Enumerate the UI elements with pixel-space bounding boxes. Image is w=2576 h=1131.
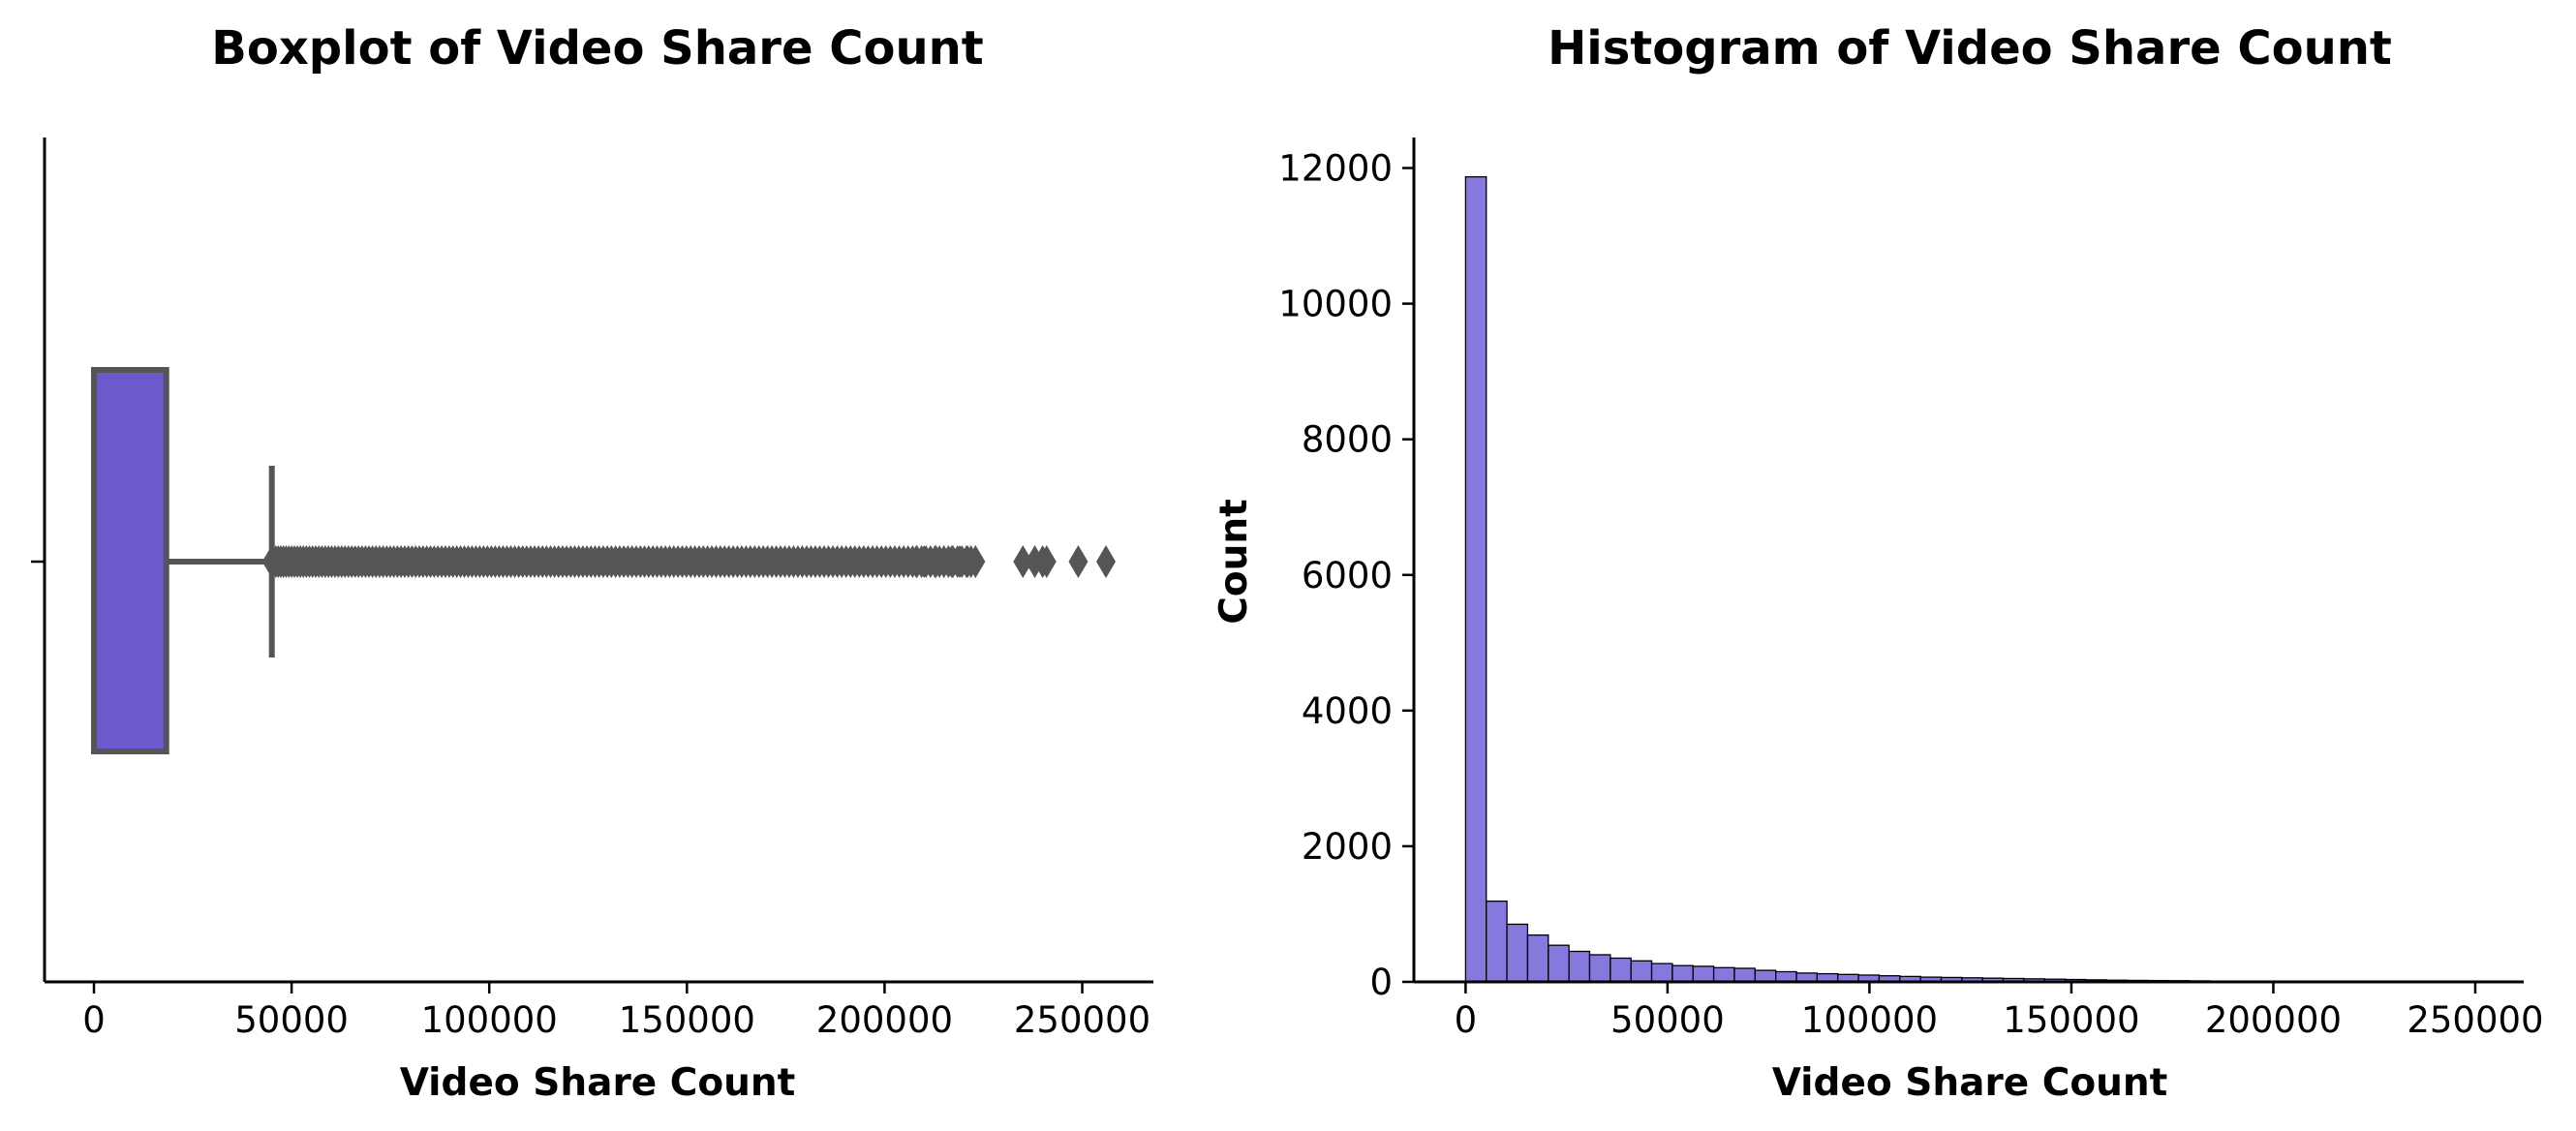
boxplot-x-ticks: 0 50000 100000 150000 200000 250000 xyxy=(82,982,1150,1041)
histogram-y-tick-label: 8000 xyxy=(1302,419,1393,461)
boxplot-x-tick-label: 150000 xyxy=(619,999,755,1041)
boxplot-x-label: Video Share Count xyxy=(400,1061,796,1105)
boxplot-box xyxy=(91,367,169,754)
histogram-panel: Histogram of Video Share Count 0 2000 4000… xyxy=(1212,21,2544,1105)
boxplot-x-tick-label: 200000 xyxy=(816,999,953,1041)
boxplot-outlier-point xyxy=(1013,545,1033,578)
histogram-x-tick-label: 150000 xyxy=(2003,999,2139,1041)
histogram-x-tick-label: 100000 xyxy=(1801,999,1938,1041)
histogram-x-tick-label: 250000 xyxy=(2407,999,2543,1041)
histogram-bar xyxy=(1568,950,1591,983)
histogram-x-tick-label: 0 xyxy=(1455,999,1478,1041)
histogram-y-label: Count xyxy=(1212,499,1256,625)
histogram-y-tick-label: 4000 xyxy=(1302,690,1393,732)
histogram-x-tick-label: 200000 xyxy=(2205,999,2342,1041)
boxplot-x-tick-label: 0 xyxy=(82,999,106,1041)
boxplot-x-tick-label: 50000 xyxy=(234,999,349,1041)
boxplot-marks xyxy=(91,367,275,754)
histogram-y-tick-label: 2000 xyxy=(1302,826,1393,868)
histogram-y-tick-label: 10000 xyxy=(1278,284,1393,325)
histogram-title: Histogram of Video Share Count xyxy=(1548,21,2392,76)
histogram-bar xyxy=(1671,964,1694,983)
boxplot-outlier-point xyxy=(966,545,986,578)
boxplot-outlier-point xyxy=(1096,545,1117,578)
boxplot-title: Boxplot of Video Share Count xyxy=(211,21,983,76)
boxplot-panel: Boxplot of Video Share Count 0 50000 10000… xyxy=(31,21,1153,1105)
histogram-bar xyxy=(1506,923,1529,983)
histogram-bar xyxy=(1630,960,1653,983)
histogram-y-tick-label: 12000 xyxy=(1278,148,1393,190)
histogram-x-tick-label: 50000 xyxy=(1610,999,1725,1041)
boxplot-outliers xyxy=(261,545,1117,578)
boxplot-x-tick-label: 100000 xyxy=(421,999,558,1041)
histogram-bar xyxy=(1464,175,1487,983)
histogram-bar xyxy=(1692,965,1715,983)
boxplot-outlier-point xyxy=(1068,545,1089,578)
boxplot-outlier-point xyxy=(914,545,935,578)
histogram-y-tick-label: 6000 xyxy=(1302,555,1393,596)
histogram-bar xyxy=(1548,944,1570,983)
histogram-y-tick-label: 0 xyxy=(1369,962,1393,1003)
histogram-bar xyxy=(1650,963,1673,983)
boxplot-outlier-point xyxy=(1036,545,1057,578)
histogram-bar xyxy=(1733,967,1756,983)
histogram-y-ticks: 0 2000 4000 6000 8000 10000 12000 xyxy=(1278,148,1414,1003)
histogram-x-ticks: 0 50000 100000 150000 200000 250000 xyxy=(1455,982,2544,1041)
histogram-bar xyxy=(1712,966,1735,983)
histogram-bar xyxy=(1610,957,1632,983)
histogram-bar xyxy=(1486,901,1508,983)
histogram-x-label: Video Share Count xyxy=(1772,1061,2168,1105)
histogram-bar xyxy=(1754,969,1777,983)
histogram-bar xyxy=(1526,934,1549,983)
histogram-bar xyxy=(1588,954,1611,983)
histogram-bars xyxy=(1464,175,2500,983)
histogram-bar xyxy=(1775,970,1797,983)
boxplot-x-tick-label: 250000 xyxy=(1014,999,1150,1041)
